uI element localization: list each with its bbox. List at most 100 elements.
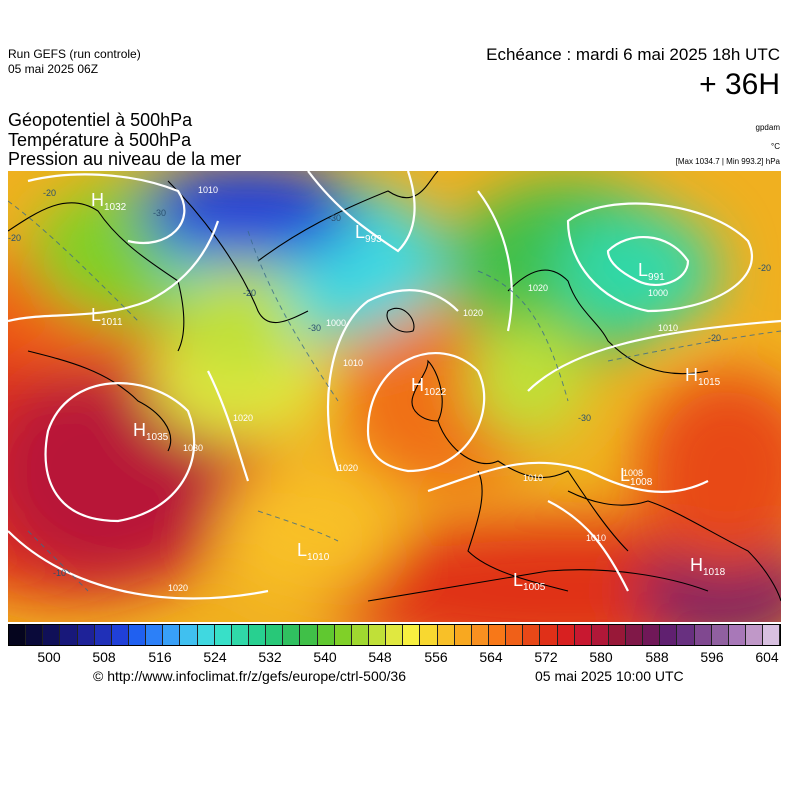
color-scale-cell	[420, 625, 438, 645]
color-scale-cell	[146, 625, 164, 645]
color-scale-tick: 548	[368, 649, 392, 665]
run-label: Run GEFS (run controle)	[8, 47, 141, 61]
isobar-label: 1008	[623, 468, 643, 478]
color-scale	[8, 624, 781, 646]
high-pressure-center: H1035	[133, 420, 169, 443]
color-scale-cell	[214, 625, 232, 645]
color-scale-cell	[60, 625, 78, 645]
isobar-label: 1030	[183, 443, 203, 453]
color-scale-cell	[266, 625, 284, 645]
isobar-label: 1020	[528, 283, 548, 293]
color-scale-cell	[351, 625, 369, 645]
color-scale-tick: 596	[700, 649, 724, 665]
color-scale-cell	[334, 625, 352, 645]
color-scale-tick: 508	[92, 649, 116, 665]
color-scale-cell	[94, 625, 112, 645]
unit-celsius: °C	[771, 142, 780, 151]
color-scale-cell	[454, 625, 472, 645]
color-scale-cell	[197, 625, 215, 645]
color-scale-cell	[471, 625, 489, 645]
color-scale-tick: 500	[37, 649, 61, 665]
color-scale-cell	[437, 625, 455, 645]
color-scale-cell	[677, 625, 695, 645]
high-pressure-center: H1018	[690, 555, 726, 578]
color-scale-tick: 516	[148, 649, 172, 665]
temperature-label: -20	[243, 288, 256, 298]
color-scale-tick: 532	[258, 649, 282, 665]
color-scale-cell	[317, 625, 335, 645]
isobar-label: 1020	[168, 583, 188, 593]
color-scale-tick: 604	[755, 649, 779, 665]
temperature-label: -20	[8, 233, 21, 243]
color-scale-cell	[300, 625, 318, 645]
color-scale-cell	[608, 625, 627, 645]
color-scale-cell	[694, 625, 712, 645]
color-scale-tick: 540	[313, 649, 337, 665]
high-pressure-center: H1022	[411, 375, 447, 398]
color-scale-cell	[506, 625, 524, 645]
high-pressure-center: H1015	[685, 365, 721, 388]
color-scale-cell	[128, 625, 147, 645]
isobar-label: 1010	[658, 323, 678, 333]
low-pressure-center: L1010	[297, 540, 330, 563]
valid-time: Echéance : mardi 6 mai 2025 18h UTC	[486, 45, 780, 64]
weather-map: H1032 L993 L991 L1011 H1035 H1015 L1010 L1005 L1…	[8, 171, 781, 622]
color-scale-cell	[248, 625, 267, 645]
temperature-label: -30	[153, 208, 166, 218]
isobar-label: 1020	[463, 308, 483, 318]
color-scale-cell	[557, 625, 575, 645]
color-scale-cell	[77, 625, 95, 645]
color-scale-tick: 588	[645, 649, 669, 665]
temperature-label: -20	[758, 263, 771, 273]
color-scale-tick: 572	[534, 649, 558, 665]
color-scale-cell	[660, 625, 678, 645]
low-pressure-center: L1011	[91, 305, 123, 328]
isobar-label: 1010	[523, 473, 543, 483]
source-url: © http://www.infoclimat.fr/z/gefs/europe…	[93, 668, 407, 684]
color-scale-cell	[728, 625, 747, 645]
color-scale-cell	[368, 625, 387, 645]
isobar-label: 1010	[198, 185, 218, 195]
isobar-label: 1020	[233, 413, 253, 423]
low-pressure-center: L1008	[620, 465, 653, 488]
color-scale-cell	[26, 625, 44, 645]
color-scale-cell	[9, 625, 27, 645]
color-scale-cell	[403, 625, 421, 645]
color-scale-cell	[626, 625, 644, 645]
unit-gpdam: gpdam	[755, 123, 780, 132]
generated-date: 05 mai 2025 10:00 UTC	[535, 668, 684, 684]
color-scale-cell	[386, 625, 404, 645]
color-scale-cell	[591, 625, 609, 645]
isobar-label: 1020	[338, 463, 358, 473]
color-scale-tick: 556	[424, 649, 448, 665]
high-pressure-center: H1032	[91, 190, 127, 213]
low-pressure-center: L1005	[513, 570, 546, 593]
color-scale-cell	[488, 625, 507, 645]
isobar-label: 1000	[648, 288, 668, 298]
temperature-label: -20	[708, 333, 721, 343]
lead-time: + 36H	[699, 68, 780, 101]
color-scale-cell	[763, 625, 781, 645]
color-scale-cell	[283, 625, 301, 645]
color-scale-cell	[574, 625, 592, 645]
color-scale-cell	[711, 625, 729, 645]
low-pressure-center: L993	[355, 222, 382, 245]
minmax-pressure: [Max 1034.7 | Min 993.2] hPa	[675, 157, 780, 166]
isobar-label: 1010	[586, 533, 606, 543]
color-scale-cell	[180, 625, 198, 645]
color-scale-cell	[163, 625, 181, 645]
color-scale-cell	[540, 625, 558, 645]
low-pressure-center: L991	[638, 260, 665, 283]
color-scale-cell	[523, 625, 541, 645]
temperature-label: -30	[578, 413, 591, 423]
color-scale-cell	[43, 625, 61, 645]
temperature-label: -30	[308, 323, 321, 333]
color-scale-cell	[111, 625, 129, 645]
title-mslp: Pression au niveau de la mer	[8, 149, 242, 169]
title-temperature: Température à 500hPa	[8, 130, 192, 150]
color-scale-cell	[746, 625, 764, 645]
temperature-label: -30	[328, 213, 341, 223]
title-geopotential: Géopotentiel à 500hPa	[8, 110, 193, 130]
color-scale-tick: 524	[203, 649, 227, 665]
color-scale-tick: 564	[479, 649, 503, 665]
